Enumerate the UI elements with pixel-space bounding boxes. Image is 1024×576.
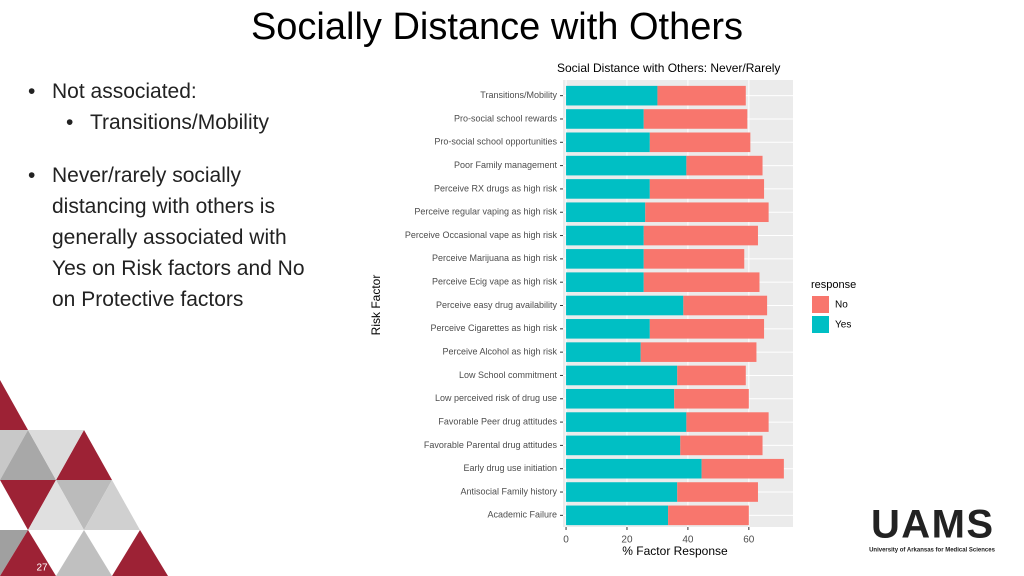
legend-key [812,296,829,313]
bar-segment [674,388,749,409]
bullet: Not associated: [28,76,313,107]
y-tick-label: Perceive regular vaping as high risk [414,207,557,217]
bullet: Transitions/Mobility [66,107,313,138]
page-number: 27 [36,563,48,574]
y-tick-label: Antisocial Family history [460,486,557,496]
bar-segment [640,342,757,362]
bar-segment [649,132,751,153]
x-tick-label: 40 [682,535,694,546]
y-tick-label: Perceive Occasional vape as high risk [405,230,558,240]
bar-segment [701,458,784,479]
bar-segment [566,412,687,432]
y-tick-label: Favorable Peer drug attitudes [438,416,557,426]
bar-segment [566,388,675,409]
y-tick-label: Perceive Marijuana as high risk [432,253,558,263]
bar-segment [683,295,768,316]
y-tick-label: Low School commitment [459,370,558,380]
bar-segment [566,365,678,386]
y-tick-label: Perceive Alcohol as high risk [442,347,557,357]
bar-segment [566,132,650,153]
logo-subtitle: University of Arkansas for Medical Scien… [869,548,995,554]
legend-title: response [811,279,856,291]
bar-segment [566,109,644,129]
legend-label: No [835,300,848,311]
y-tick-label: Perceive Cigarettes as high risk [430,323,557,333]
y-tick-label: Perceive RX drugs as high risk [434,183,558,193]
bar-segment [566,505,669,526]
chart-title: Social Distance with Others: Never/Rarel… [557,61,780,75]
bar-segment [566,179,650,199]
y-tick-label: Transitions/Mobility [480,90,557,100]
y-tick-label: Favorable Parental drug attitudes [424,440,558,450]
bar-segment [677,482,758,502]
bar-segment [686,155,763,176]
y-axis-title: Risk Factor [369,275,383,336]
logo-name: UAMS [871,503,993,547]
bar-segment [566,202,646,223]
bar-segment [686,412,769,432]
x-tick-label: 20 [621,535,633,546]
decoration [0,380,168,576]
bar-segment [677,365,746,386]
bar-segment [566,272,644,292]
bar-segment [649,179,765,199]
bar-segment [643,225,758,246]
bar-segment [645,202,769,223]
slide-title: Socially Distance with Others [250,6,744,48]
bar-segment [566,85,658,106]
bar-segment [649,319,765,339]
x-tick-label: 60 [743,535,755,546]
y-tick-label: Pro-social school opportunities [434,137,557,147]
x-axis-title: % Factor Response [622,544,728,558]
legend-key [812,316,829,333]
bar-segment [566,342,641,362]
bar-segment [566,249,644,269]
bar-segment [566,458,702,479]
y-tick-label: Early drug use initiation [463,463,557,473]
y-tick-label: Poor Family management [454,160,558,170]
bullet: Never/rarely socially distancing with ot… [28,160,313,315]
y-tick-label: Perceive Ecig vape as high risk [432,277,558,287]
bar-segment [566,225,644,246]
bar-segment [643,272,760,292]
y-tick-label: Low perceived risk of drug use [435,393,557,403]
bar-segment [643,249,745,269]
legend-label: Yes [835,320,851,331]
x-tick-label: 0 [563,535,569,546]
bar-segment [668,505,749,526]
bar-segment [566,155,687,176]
bar-segment [643,109,748,129]
bar-segment [566,319,650,339]
bar-segment [566,295,684,316]
y-tick-label: Pro-social school rewards [454,113,558,123]
bar-segment [657,85,746,106]
bar-segment [566,482,678,502]
bar-segment [680,435,763,456]
bar-segment [566,435,681,456]
y-tick-label: Perceive easy drug availability [436,300,558,310]
y-tick-label: Academic Failure [487,510,557,520]
bullet-list: Not associated:Transitions/Mobility Never… [28,76,313,315]
